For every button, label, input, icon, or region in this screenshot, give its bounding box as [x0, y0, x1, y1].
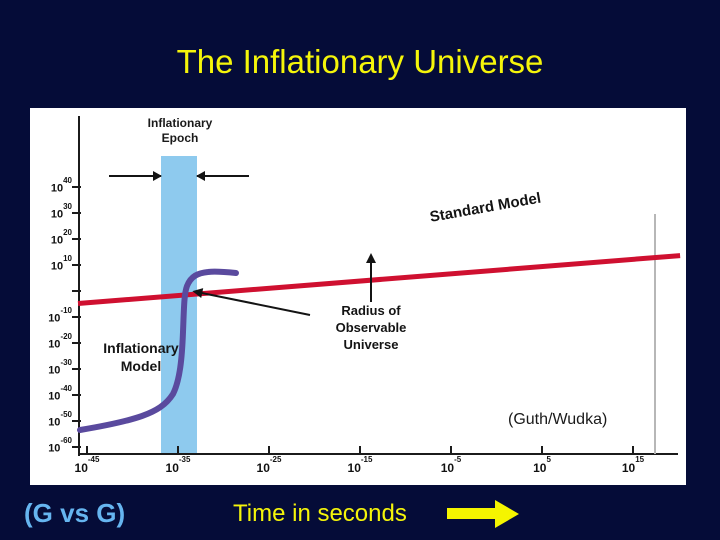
- y-axis-label: 10-10: [48, 306, 72, 325]
- x-axis-label: 10-45: [74, 455, 100, 475]
- epoch-arrow-right-icon: [196, 171, 249, 181]
- y-axis-label: 10-40: [48, 384, 72, 403]
- x-tick: [359, 446, 361, 455]
- radius-observable-universe-label: Radius of Observable Universe: [296, 302, 446, 353]
- chart-figure: Inflationary Epoch 1040 1030 1020 1010 1…: [30, 108, 686, 485]
- right-arrow-icon: [447, 500, 519, 528]
- x-tick: [177, 446, 179, 455]
- inflationary-model-curve: [77, 268, 239, 433]
- x-tick: [541, 446, 543, 455]
- inflationary-model-label: Inflationary Model: [86, 339, 196, 375]
- radius-label-line1: Radius of: [341, 303, 401, 318]
- x-axis-label: 10-15: [347, 455, 373, 475]
- x-tick: [86, 446, 88, 455]
- y-tick: [72, 264, 81, 266]
- x-tick: [450, 446, 452, 455]
- y-axis-label: 10-60: [48, 436, 72, 455]
- x-axis-label: 10-25: [256, 455, 282, 475]
- x-axis-label: 1015: [621, 455, 645, 475]
- y-axis-label: 10-30: [48, 358, 72, 377]
- inflationary-epoch-label: Inflationary Epoch: [90, 116, 270, 146]
- epoch-label-line1: Inflationary: [147, 116, 213, 130]
- y-axis-label: 10-50: [48, 410, 72, 429]
- x-axis-label: 105: [533, 455, 551, 475]
- y-axis-label: 1030: [50, 202, 72, 221]
- x-axis-line: [78, 453, 678, 455]
- y-tick: [72, 368, 81, 370]
- y-axis-label: 1020: [50, 228, 72, 247]
- inflationary-model-label-line2: Model: [120, 358, 162, 374]
- epoch-arrow-left-icon: [109, 171, 162, 181]
- epoch-label-line2: Epoch: [161, 131, 199, 145]
- y-tick: [72, 420, 81, 422]
- page-title: The Inflationary Universe: [176, 43, 544, 80]
- y-tick: [72, 238, 81, 240]
- y-axis-label: 10-20: [48, 332, 72, 351]
- x-axis-label: 10-5: [440, 455, 462, 475]
- radius-label-line2: Observable: [335, 320, 407, 335]
- x-tick: [268, 446, 270, 455]
- present-day-reference-line: [654, 214, 656, 454]
- footer-left-note: (G vs G): [24, 498, 126, 528]
- y-axis-label: 1010: [50, 254, 72, 273]
- radius-label-line3: Universe: [343, 337, 399, 352]
- y-tick: [72, 316, 81, 318]
- x-axis-label: 10-35: [165, 455, 191, 475]
- y-tick: [72, 394, 81, 396]
- y-axis-line: [78, 116, 80, 456]
- y-tick: [72, 342, 81, 344]
- y-tick: [72, 186, 81, 188]
- radius-callout-up-arrow-icon: [366, 253, 376, 302]
- y-tick: [72, 446, 81, 448]
- footer-axis-caption: Time in seconds: [233, 500, 407, 527]
- figure-credit: (Guth/Wudka): [508, 411, 608, 428]
- y-tick: [72, 290, 81, 292]
- y-tick: [72, 212, 81, 214]
- inflationary-model-label-line1: Inflationary: [103, 340, 179, 356]
- x-tick: [632, 446, 634, 455]
- y-axis-label: 1040: [50, 176, 72, 195]
